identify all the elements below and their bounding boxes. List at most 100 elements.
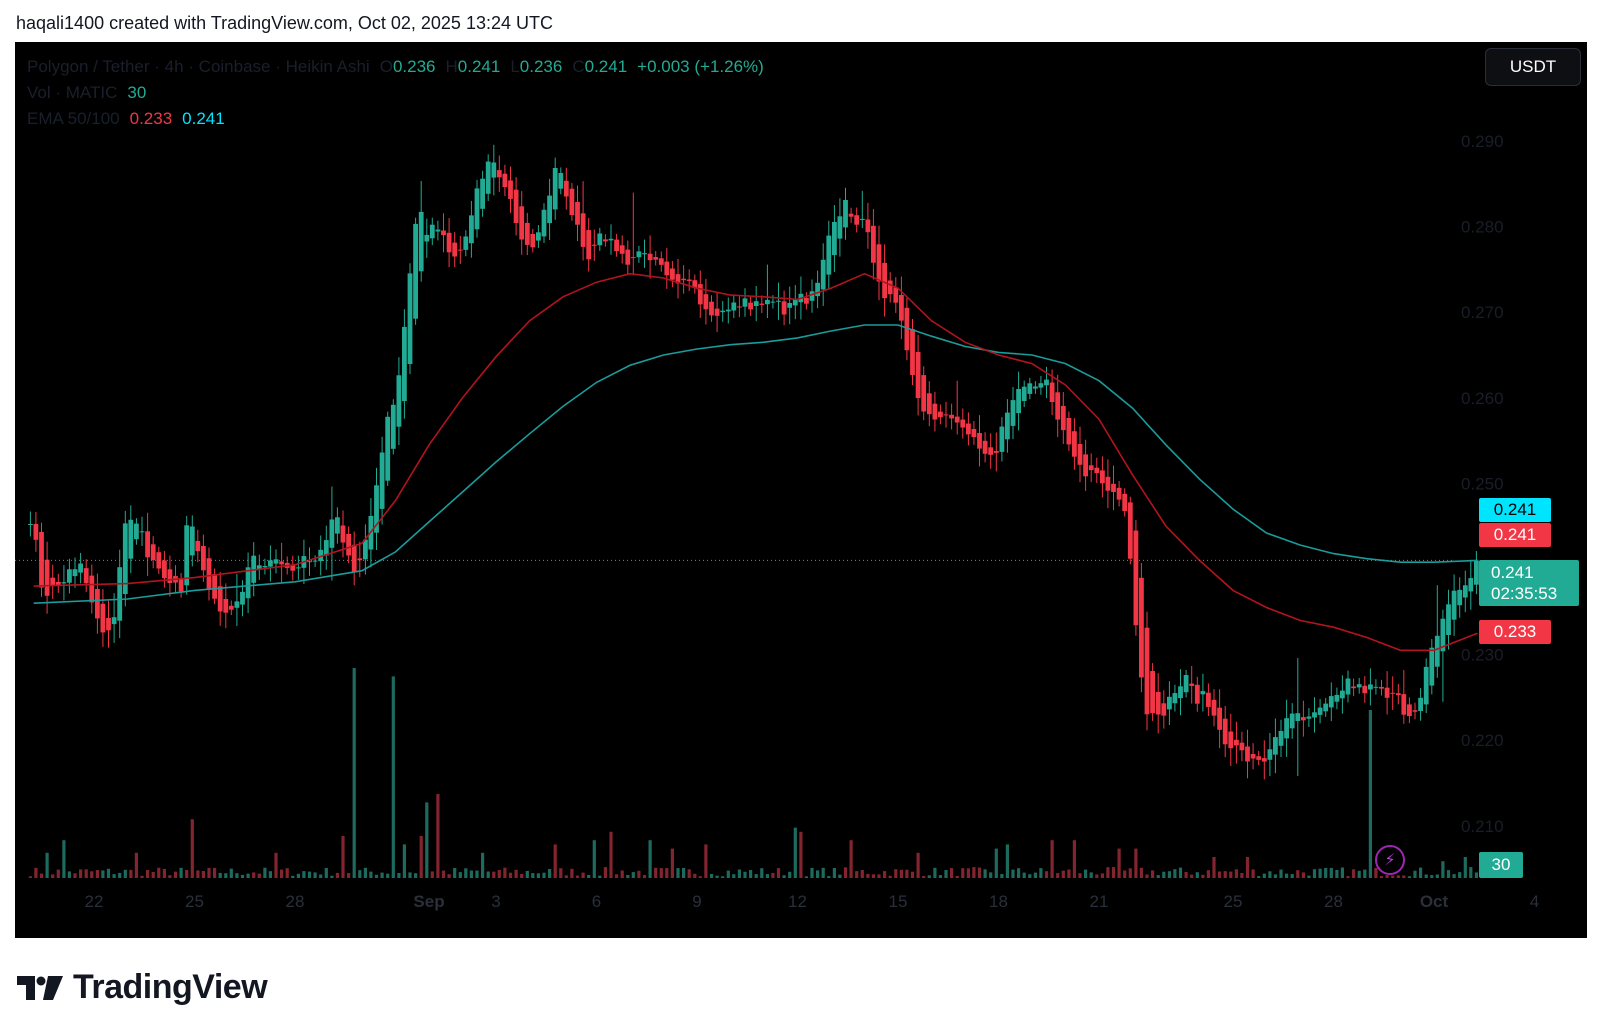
candle-body (1379, 686, 1384, 689)
candle-body (1094, 467, 1100, 473)
candle-body (1038, 383, 1044, 388)
x-axis-tick-label: Sep (413, 892, 444, 911)
candle-body (552, 168, 558, 210)
candle-body (323, 540, 329, 556)
current-price-tag: 0.241 02:35:53 (1479, 560, 1579, 606)
lightning-icon[interactable]: ⚡ (1375, 845, 1405, 875)
volume-bar (749, 870, 753, 878)
volume-bar (1335, 870, 1339, 878)
volume-bar (670, 848, 674, 878)
volume-bar (1128, 868, 1132, 878)
volume-bar (682, 867, 686, 878)
volume-bar (1178, 867, 1183, 878)
candle-body (938, 411, 943, 418)
candle-body (1127, 502, 1133, 559)
volume-bar (508, 872, 513, 878)
volume-bar (196, 870, 200, 878)
volume-bar (419, 836, 423, 878)
ema50-price-tag: 0.233 (1479, 620, 1551, 644)
candle-body (636, 251, 642, 258)
volume-bar (581, 872, 585, 878)
candle-body (89, 575, 95, 603)
volume-bar (280, 869, 284, 878)
volume-bar (514, 869, 518, 878)
candle-body (910, 329, 915, 375)
candle-body (714, 308, 720, 316)
candle-body (256, 565, 262, 570)
ema50-upper-price-tag: 0.241 (1479, 523, 1551, 547)
volume-bar (1089, 872, 1093, 878)
y-axis-tick-label: 0.280 (1461, 218, 1504, 237)
candle-body (670, 268, 675, 280)
candle-body (418, 211, 424, 272)
candle-body (1178, 686, 1183, 699)
price-chart[interactable]: 0.290 0.280 0.270 0.260 0.250 0.230 0.220 0.210… (15, 42, 1587, 938)
tradingview-logo-icon (17, 975, 63, 1000)
volume-bar (1324, 867, 1328, 878)
candle-body (502, 173, 508, 188)
y-axis-tick-label: 0.250 (1461, 474, 1504, 493)
candle-body (61, 582, 67, 584)
tradingview-logo[interactable]: TradingView (17, 968, 268, 1007)
candle-body (915, 352, 921, 399)
chart-caption: haqali1400 created with TradingView.com,… (16, 13, 553, 33)
chart-pane[interactable]: 0.290 0.280 0.270 0.260 0.250 0.230 0.220 0.210… (15, 42, 1587, 938)
volume-bar (1167, 871, 1171, 878)
candle-body (882, 262, 887, 299)
volume-bar (1218, 871, 1222, 878)
volume-bar (140, 875, 144, 878)
volume-bar (34, 867, 38, 878)
volume-bar (603, 867, 607, 878)
volume-bar (642, 875, 647, 878)
volume-bar (615, 874, 619, 878)
volume-bar (1419, 867, 1423, 878)
candle-body (1150, 671, 1155, 714)
candle-body (446, 232, 452, 253)
x-axis-tick-label: Oct (1420, 892, 1449, 911)
legend-open-value: 0.236 (392, 57, 436, 76)
candle-body (1116, 487, 1122, 500)
volume-bar (743, 871, 747, 878)
candle-body (379, 452, 385, 509)
candle-body (792, 298, 798, 306)
volume-bar (358, 870, 362, 878)
legend-ema-label[interactable]: EMA 50/100 (27, 109, 120, 128)
candle-body (1312, 712, 1317, 718)
candle-body (55, 581, 61, 585)
volume-bar (1385, 875, 1389, 878)
candle-body (1261, 758, 1267, 762)
candle-body (1139, 577, 1144, 678)
bar-countdown: 02:35:53 (1491, 584, 1558, 603)
volume-bar (1223, 871, 1227, 878)
volume-bar (910, 871, 915, 878)
candle-body (1384, 687, 1390, 698)
volume-bar (721, 876, 725, 878)
volume-bar (531, 873, 535, 878)
candle-body (491, 162, 497, 178)
candle-body (1172, 693, 1178, 704)
volume-bar (609, 831, 613, 878)
volume-bar (520, 874, 524, 878)
currency-button[interactable]: USDT (1485, 48, 1581, 86)
candle-body (647, 253, 653, 261)
volume-bar (1011, 869, 1015, 878)
volume-bar (1301, 872, 1305, 878)
candle-body (1390, 692, 1396, 694)
volume-bar (257, 873, 261, 878)
volume-bar (1078, 873, 1082, 878)
candle-body (725, 309, 731, 312)
candle-body (1446, 604, 1451, 635)
candle-body (681, 278, 686, 281)
legend-volume-label[interactable]: Vol · MATIC (27, 83, 118, 102)
volume-bar (1084, 869, 1088, 878)
candle-body (33, 524, 39, 540)
candle-body (296, 567, 301, 569)
candle-body (547, 195, 552, 224)
volume-bar (1201, 874, 1205, 878)
candle-body (1351, 686, 1356, 689)
candle-body (575, 201, 580, 225)
candle-body (1395, 693, 1401, 696)
candle-body (167, 569, 173, 583)
legend-symbol[interactable]: Polygon / Tether · 4h · Coinbase · Heiki… (27, 57, 370, 76)
volume-bar (1151, 870, 1155, 878)
